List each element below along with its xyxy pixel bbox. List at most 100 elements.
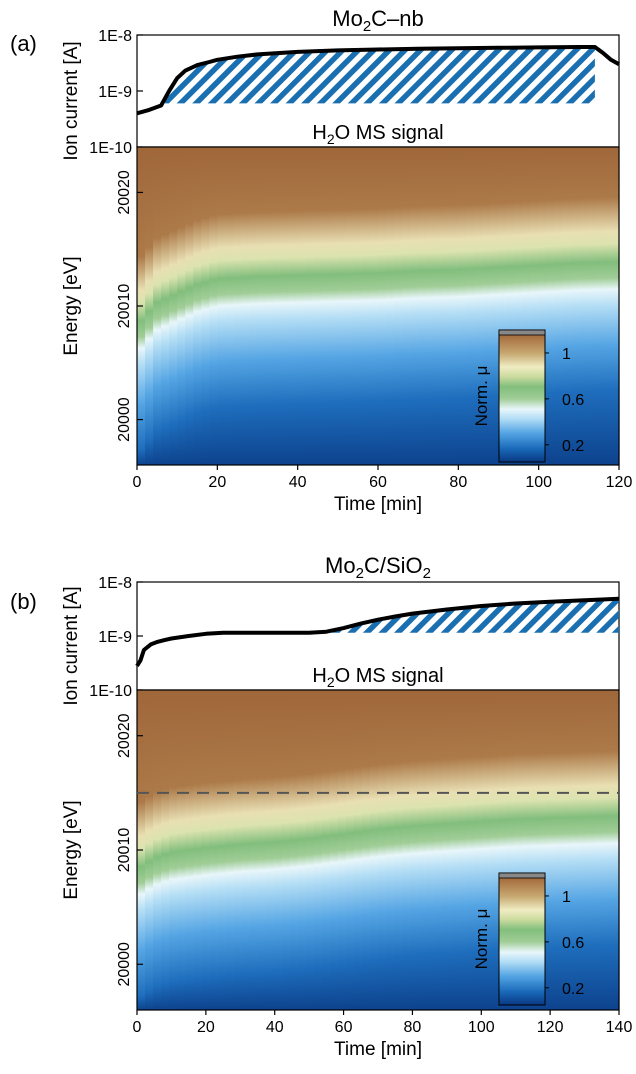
heatmap-column [177,690,186,1010]
heatmap-column [153,690,162,1010]
heatmap-column [530,147,540,465]
heatmap-column [177,147,186,465]
time-xtick-label: 0 [133,474,142,491]
heatmap-column [233,147,243,465]
heatmap-column [554,690,564,1010]
heatmap-column [345,147,355,465]
heatmap-column [265,690,275,1010]
heatmap-column [273,690,283,1010]
heatmap-column [570,147,580,465]
heatmap-column [506,147,516,465]
panel-label: (b) [10,589,37,614]
colorbar-tick-label: 0.6 [562,392,584,409]
colorbar-label: Norm. μ [472,366,491,427]
heatmap-column [442,147,451,465]
ion-current-line [136,45,620,116]
heatmap-column [458,147,467,465]
heatmap-column [225,147,234,465]
heatmap-column [402,690,411,1010]
heatmap-column [169,147,178,465]
heatmap-column [498,147,508,465]
heatmap-column [426,690,435,1010]
heatmap-column [265,147,275,465]
energy-ytick-label: 20020 [116,170,133,215]
colorbar-tick-label: 1 [562,889,571,906]
heatmap-column [434,147,443,465]
colorbar-tick-label: 0.2 [562,981,584,998]
heatmap-column [145,690,154,1010]
heatmap-column [538,147,548,465]
time-xtick-label: 20 [197,1019,215,1036]
heatmap-column [426,147,435,465]
heatmap-column [193,690,202,1010]
hatched-water-region [326,600,619,634]
heatmap-column [241,147,251,465]
heatmap-column [161,147,170,465]
colorbar: 0.2 0.6 1 Norm. μ [472,329,584,463]
heatmap-column [361,690,371,1010]
heatmap-column [386,690,395,1010]
heatmap-column [329,147,339,465]
time-xtick-label: 100 [525,474,552,491]
heatmap-column [281,690,291,1010]
heatmap-column [386,147,395,465]
heatmap-column [490,147,500,465]
heatmap-column [482,690,492,1010]
heatmap-column [586,147,596,465]
heatmap-column [313,147,323,465]
heatmap-column [578,690,588,1010]
ion-ytick-label: 1E-8 [98,575,132,592]
heatmap-column [474,690,484,1010]
colorbar-gradient [498,872,546,1006]
energy-ytick-label: 20010 [116,284,133,329]
heatmap-column [434,690,443,1010]
heatmap-column [418,690,427,1010]
time-xtick-label: 40 [266,1019,284,1036]
heatmap-column [602,147,612,465]
ms-signal-label: H2O MS signal [312,122,443,147]
ion-ytick-label: 1E-9 [98,84,132,101]
energy-ytick-label: 20020 [116,713,133,758]
heatmap-column [233,690,243,1010]
heatmap-column [369,147,379,465]
heatmap-column [378,147,387,465]
time-xtick-label: 60 [335,1019,353,1036]
time-xtick-label: 40 [289,474,307,491]
colorbar-cap [498,329,546,336]
colorbar: 0.2 0.6 1 Norm. μ [472,872,584,1006]
heatmap-column [289,147,299,465]
heatmap-column [610,147,620,465]
heatmap-column [273,147,283,465]
heatmap-column [145,147,154,465]
heatmap-column [418,147,427,465]
heatmap-column [361,147,371,465]
heatmap-column [522,690,532,1010]
colorbar-tick-label: 0.6 [562,935,584,952]
heatmap-column [506,690,516,1010]
heatmap-column [305,690,315,1010]
ion-ytick-label: 1E-8 [98,28,132,45]
panel-b: (b) Mo2C/SiO2 1E-10 1E-9 1E-8 H2O MS signal Io… [10,553,632,1060]
heatmap-column [193,147,202,465]
heatmap-column [394,147,403,465]
heatmap-column [450,690,459,1010]
time-xlabel: Time [min] [334,494,422,515]
ms-signal-label: H2O MS signal [312,665,443,690]
heatmap-column [458,690,467,1010]
heatmap-column [410,690,419,1010]
heatmap-column [209,690,218,1010]
heatmap-column [249,147,259,465]
colorbar-label: Norm. μ [472,909,491,970]
heatmap-column [201,147,210,465]
heatmap-column [450,147,459,465]
heatmap-column [402,147,411,465]
heatmap-column [498,690,508,1010]
energy-ytick-label: 20000 [116,397,133,442]
heatmap-column [161,690,170,1010]
ion-ytick-label: 1E-10 [89,683,132,700]
heatmap-column [410,147,419,465]
heatmap-column [378,690,387,1010]
heatmap-column [281,147,291,465]
heatmap-column [522,147,532,465]
ion-ytick-label: 1E-10 [89,140,132,157]
